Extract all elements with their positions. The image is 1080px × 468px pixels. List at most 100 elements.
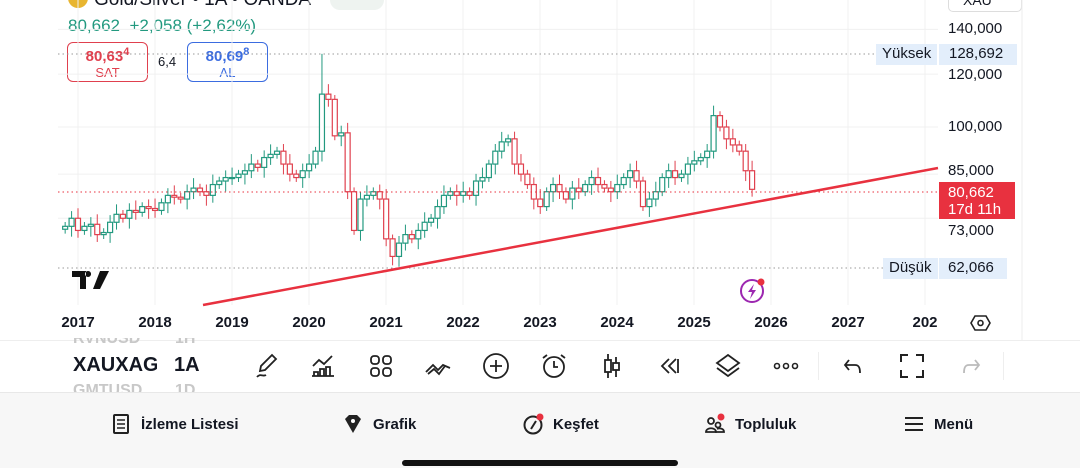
candle	[582, 180, 589, 197]
symbol-picker[interactable]: XAUXAG	[73, 354, 157, 376]
redo-icon[interactable]	[956, 352, 984, 380]
candle	[87, 217, 94, 237]
candle	[306, 154, 313, 179]
candle	[421, 212, 428, 238]
candle	[620, 173, 627, 189]
settings-icon[interactable]	[970, 315, 991, 331]
candle-body	[100, 231, 107, 236]
price-tag-value: 80,662	[948, 184, 994, 201]
candle-body	[325, 93, 332, 100]
buy-button[interactable]: 80,698 AL	[187, 42, 268, 82]
home-indicator	[402, 460, 678, 466]
layers-icon[interactable]	[714, 352, 742, 380]
candle-body	[190, 187, 197, 193]
year-label: 2027	[831, 314, 865, 331]
candle-body	[415, 229, 422, 240]
candle-body	[537, 198, 544, 208]
candle	[704, 144, 711, 168]
candle-body	[331, 98, 338, 137]
candle	[113, 204, 120, 230]
more-icon[interactable]	[772, 352, 800, 380]
indicators-icon[interactable]	[309, 352, 337, 380]
low-label: Düşük	[883, 258, 938, 279]
candle	[633, 160, 640, 189]
menu-icon	[905, 417, 923, 431]
candle-body	[723, 126, 730, 140]
candle	[588, 170, 595, 195]
candle	[248, 154, 255, 179]
nav-explore[interactable]: Keşfet	[522, 413, 599, 435]
price-chart[interactable]	[0, 0, 1080, 340]
candle-body	[485, 163, 492, 179]
candles-icon[interactable]	[598, 352, 626, 380]
market-status-pills[interactable]	[330, 0, 384, 10]
candle	[145, 199, 152, 219]
candle-body	[697, 156, 704, 162]
candle	[646, 191, 653, 217]
replay-icon[interactable]	[656, 352, 684, 380]
candle	[627, 163, 634, 188]
candle-body	[306, 163, 313, 172]
sell-price-pip: 4	[123, 46, 130, 58]
sell-button[interactable]: 80,634 SAT	[67, 42, 148, 82]
candle	[415, 223, 422, 250]
candle	[331, 95, 338, 141]
candle	[498, 131, 505, 159]
alarm-icon[interactable]	[540, 352, 568, 380]
candle	[94, 214, 101, 242]
nav-chart[interactable]: Grafik	[342, 413, 416, 435]
candle-body	[126, 209, 133, 219]
watchlist-icon	[113, 414, 129, 434]
candle	[74, 208, 82, 238]
drawing-pen-icon[interactable]	[252, 352, 280, 380]
spread: 6,4	[158, 54, 177, 69]
layouts-icon[interactable]	[367, 352, 395, 380]
candle	[338, 125, 345, 147]
candle-body	[736, 144, 743, 152]
community-icon	[705, 413, 725, 433]
candle	[68, 211, 75, 237]
candle	[492, 144, 499, 175]
year-label: 2022	[446, 314, 480, 331]
candle	[363, 185, 370, 207]
candle-body	[434, 205, 441, 219]
candle-body	[312, 150, 319, 165]
candle	[203, 184, 210, 206]
candle-body	[716, 115, 724, 128]
candle-body	[151, 207, 159, 212]
nav-menu[interactable]: Menü	[903, 413, 973, 435]
candle-body	[627, 170, 634, 179]
interval-picker[interactable]: 1A	[174, 354, 200, 376]
year-label: 2026	[754, 314, 788, 331]
trend-line[interactable]	[202, 166, 939, 307]
year-label: 2025	[677, 314, 711, 331]
candle	[267, 144, 274, 165]
candle-body	[505, 138, 512, 143]
candle-body	[517, 163, 525, 175]
candle	[357, 191, 364, 241]
candle-body	[524, 173, 531, 186]
candle-body	[196, 187, 204, 193]
candle-body	[273, 150, 281, 155]
candle-body	[556, 183, 563, 193]
nav-label: Topluluk	[735, 415, 797, 433]
patterns-icon[interactable]	[424, 352, 452, 380]
candle-body	[440, 194, 448, 208]
candle-body	[241, 170, 249, 175]
flash-icon[interactable]	[740, 278, 765, 303]
undo-icon[interactable]	[840, 352, 868, 380]
candle	[119, 210, 127, 223]
nav-community[interactable]: Topluluk	[704, 413, 796, 435]
fullscreen-icon[interactable]	[898, 352, 926, 380]
candle	[524, 169, 531, 189]
year-label: 2023	[523, 314, 557, 331]
candle-body	[594, 176, 602, 186]
year-label: 2021	[369, 314, 403, 331]
add-icon[interactable]	[482, 352, 510, 380]
candle-body	[350, 191, 358, 232]
candle	[748, 160, 756, 197]
candle	[511, 131, 518, 175]
nav-watchlist[interactable]: İzleme Listesi	[110, 413, 239, 435]
candle-body	[582, 183, 589, 193]
symbol-ghost: RVNUSD	[73, 330, 141, 347]
